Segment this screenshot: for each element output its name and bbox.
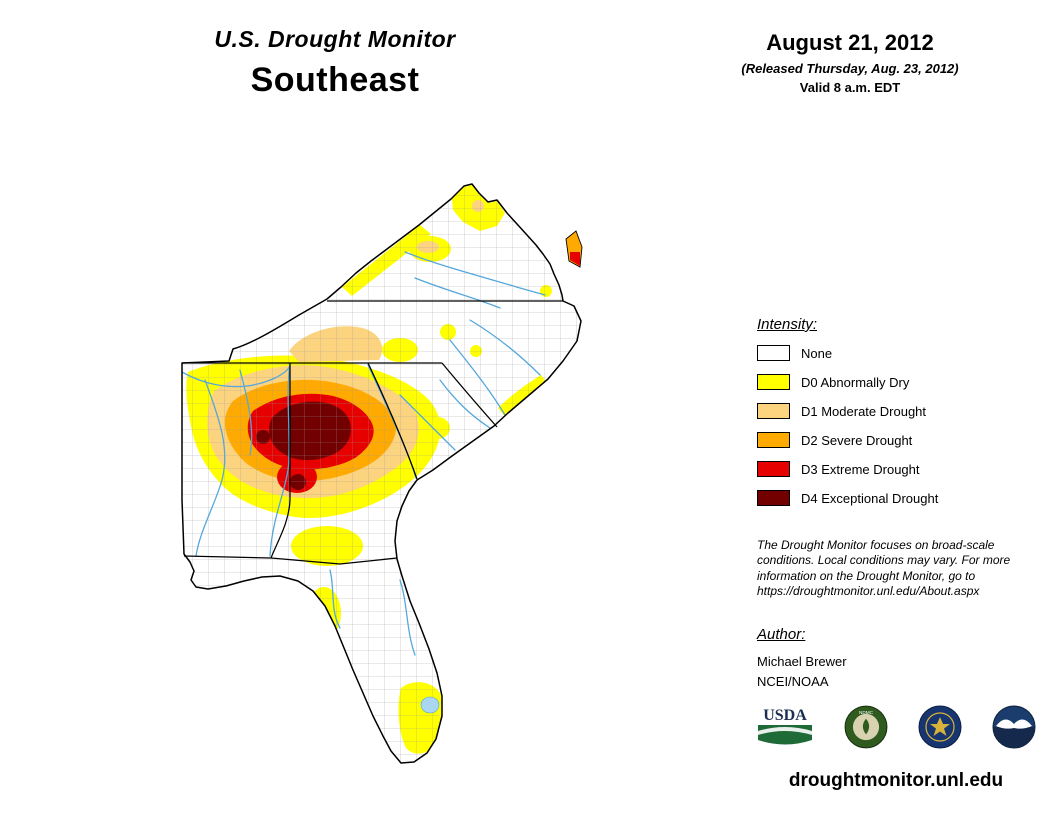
monitor-title: U.S. Drought Monitor — [214, 26, 456, 52]
legend-label-d3: D3 Extreme Drought — [801, 461, 920, 477]
ndmc-logo: NDMC — [844, 705, 888, 749]
legend-heading: Intensity: — [757, 316, 818, 333]
legend-item-d2: D2 Severe Drought — [757, 432, 1032, 448]
valid-time: Valid 8 a.m. EDT — [799, 80, 901, 95]
legend-label-d1: D1 Moderate Drought — [801, 403, 927, 419]
rivers — [182, 251, 546, 656]
legend-swatch-d4 — [757, 490, 790, 506]
legend-swatch-d2 — [757, 432, 790, 448]
legend-label-d0: D0 Abnormally Dry — [801, 374, 910, 390]
map-date: August 21, 2012 — [766, 30, 934, 55]
release-date: (Released Thursday, Aug. 23, 2012) — [741, 61, 959, 76]
legend-swatch-d1 — [757, 403, 790, 419]
state-borders — [182, 300, 563, 565]
legend-item-d3: D3 Extreme Drought — [757, 461, 1032, 477]
intensity-legend: Intensity: None D0 Abnormally Dry D1 Mod… — [757, 316, 1032, 519]
author-name: Michael Brewer — [757, 654, 847, 669]
legend-item-none: None — [757, 345, 1032, 361]
region-title: Southeast — [250, 61, 420, 99]
legend-item-d1: D1 Moderate Drought — [757, 403, 1032, 419]
author-heading: Author: — [757, 626, 806, 643]
legend-swatch-d3 — [757, 461, 790, 477]
author-block: Author: Michael Brewer NCEI/NOAA — [757, 626, 847, 692]
noaa-logo — [992, 705, 1036, 749]
region-outline — [181, 183, 582, 764]
legend-swatch-d0 — [757, 374, 790, 390]
legend-label-d4: D4 Exceptional Drought — [801, 490, 939, 506]
title-block: U.S. Drought Monitor Southeast — [140, 26, 530, 100]
usda-logo-text: USDA — [763, 707, 807, 724]
legend-item-d0: D0 Abnormally Dry — [757, 374, 1032, 390]
lake-okeechobee — [420, 696, 440, 714]
ndmc-logo-text: NDMC — [859, 710, 874, 715]
date-block: August 21, 2012 (Released Thursday, Aug.… — [700, 30, 1000, 95]
legend-label-none: None — [801, 345, 833, 361]
usda-logo: USDA — [758, 707, 812, 745]
eastern-shore — [565, 230, 583, 268]
author-org: NCEI/NOAA — [757, 674, 829, 690]
disclaimer-text: The Drought Monitor focuses on broad-sca… — [757, 538, 1011, 599]
legend-item-d4: D4 Exceptional Drought — [757, 490, 1032, 506]
legend-label-d2: D2 Severe Drought — [801, 432, 913, 448]
agency-logos: USDA NDMC — [755, 704, 1037, 750]
commerce-logo — [918, 705, 962, 749]
legend-swatch-none — [757, 345, 790, 361]
site-url: droughtmonitor.unl.edu — [788, 770, 1004, 791]
